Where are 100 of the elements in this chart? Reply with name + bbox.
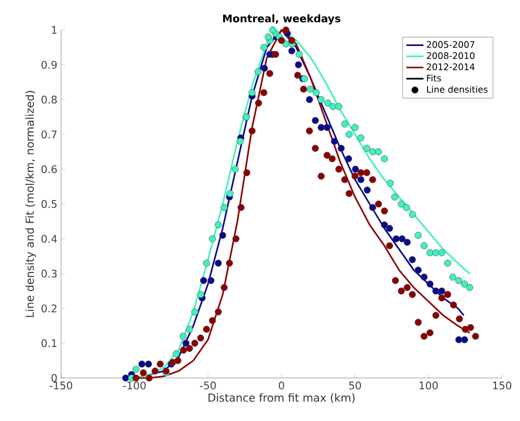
point [391, 194, 398, 201]
point [467, 324, 474, 332]
point [264, 33, 272, 40]
x-tick-label: -100 [123, 382, 146, 390]
point [335, 166, 342, 173]
point [191, 308, 198, 316]
point [324, 152, 331, 159]
point [398, 235, 406, 242]
point [426, 280, 434, 288]
point [420, 332, 428, 340]
point [260, 44, 268, 51]
point [398, 288, 405, 294]
point [180, 346, 187, 354]
point [296, 50, 303, 58]
legend-label: 2008-2010 [426, 52, 474, 60]
point [282, 26, 290, 34]
point [420, 274, 428, 281]
point [312, 116, 319, 124]
point [386, 180, 394, 187]
point [207, 277, 214, 284]
y-tick-label: 0.9 [42, 60, 57, 69]
x-tick-label: 0 [278, 382, 284, 390]
point [269, 26, 276, 34]
point [369, 176, 376, 184]
point [414, 232, 422, 239]
point [294, 72, 302, 79]
point [220, 284, 228, 292]
point [404, 284, 411, 292]
legend-label: Line densities [427, 86, 488, 93]
point [352, 166, 359, 173]
point [172, 350, 180, 358]
y-tick-label: 0.3 [42, 270, 57, 278]
point [352, 124, 358, 131]
point [220, 204, 228, 211]
point [345, 155, 352, 162]
y-tick-label: 0 [52, 374, 57, 382]
point [432, 288, 440, 294]
x-tick-label: -150 [50, 382, 72, 390]
point [408, 210, 416, 218]
point [288, 47, 296, 54]
point [432, 249, 440, 256]
point [414, 318, 422, 326]
point [318, 172, 325, 180]
point [426, 329, 434, 336]
point [408, 290, 416, 298]
y-tick-label: 0.6 [42, 165, 57, 174]
point [472, 332, 480, 340]
point [278, 36, 285, 44]
point [338, 144, 345, 152]
legend-label: 2012-2014 [426, 63, 475, 70]
point [186, 344, 193, 352]
point [392, 277, 399, 284]
point [200, 277, 208, 284]
point [214, 260, 222, 267]
y-tick-label: 0.2 [42, 304, 56, 312]
point [461, 280, 468, 288]
point [462, 326, 469, 333]
point [203, 326, 210, 333]
y-tick-label: 0.7 [42, 130, 57, 138]
point [144, 360, 152, 368]
point [306, 86, 314, 93]
point [380, 221, 388, 228]
point [226, 260, 233, 267]
point [369, 148, 376, 156]
point [438, 249, 446, 256]
point [248, 89, 256, 96]
point [357, 134, 364, 142]
point [420, 242, 428, 250]
point [386, 242, 394, 250]
point [243, 169, 250, 176]
point [232, 235, 240, 242]
point [329, 103, 336, 110]
point [152, 368, 159, 375]
point [312, 144, 319, 152]
point [404, 238, 411, 246]
point [346, 130, 353, 138]
x-tick-label: 50 [349, 382, 361, 390]
point [461, 336, 468, 344]
point [232, 166, 239, 173]
point [364, 186, 371, 194]
point [266, 70, 274, 77]
point [330, 138, 338, 145]
x-tick-label: 150 [493, 382, 512, 390]
point [449, 274, 456, 281]
point [357, 176, 364, 184]
x-tick-label: -50 [200, 382, 216, 390]
point [438, 288, 446, 294]
point [324, 100, 332, 107]
point [369, 204, 376, 211]
point [432, 312, 440, 319]
point [254, 68, 262, 76]
legend-label: Fits [427, 74, 441, 82]
y-tick-label: 0.4 [42, 234, 57, 243]
point [328, 155, 336, 162]
point [306, 127, 313, 134]
point [122, 374, 130, 382]
x-tick-label: 100 [420, 382, 438, 390]
point [294, 61, 302, 68]
point [197, 290, 204, 298]
point [444, 260, 452, 267]
